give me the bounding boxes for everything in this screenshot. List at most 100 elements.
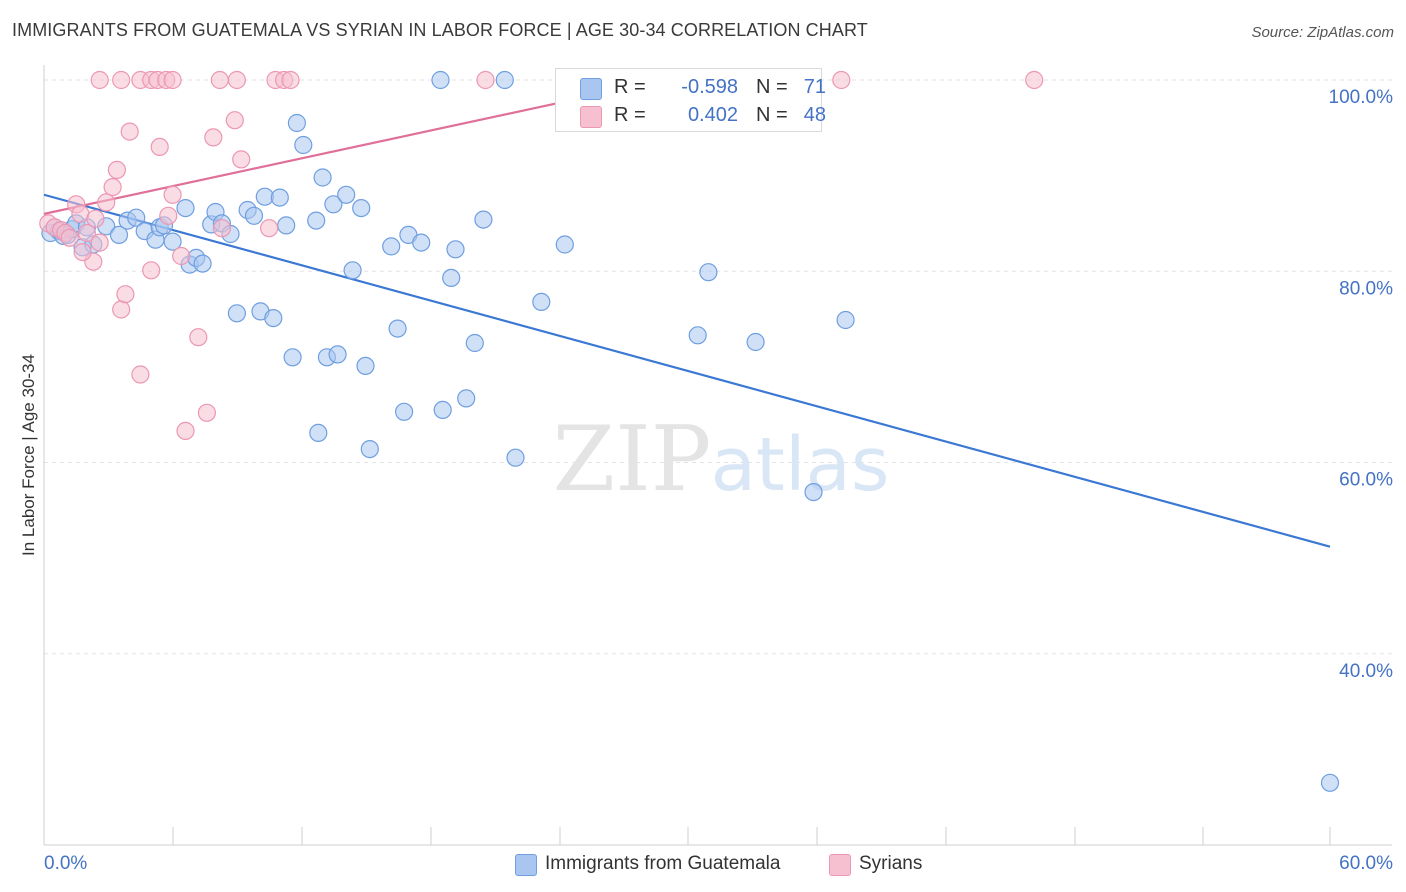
point-guatemala bbox=[313, 168, 332, 187]
point-guatemala bbox=[244, 206, 264, 225]
point-syrians bbox=[281, 70, 300, 90]
point-syrians bbox=[210, 70, 229, 90]
point-syrians bbox=[112, 70, 131, 90]
point-syrians bbox=[116, 285, 135, 304]
legend-n-label: N = bbox=[756, 104, 788, 126]
legend-swatch-guatemala bbox=[580, 78, 602, 100]
point-guatemala bbox=[699, 263, 718, 282]
tick-labels: 40.0% 60.0% 80.0% 100.0% 0.0% 60.0% bbox=[44, 87, 1393, 874]
point-syrians bbox=[1025, 70, 1044, 90]
y-tick-label: 40.0% bbox=[1339, 661, 1393, 682]
point-guatemala bbox=[127, 208, 146, 227]
point-syrians bbox=[107, 160, 127, 179]
point-syrians bbox=[103, 178, 122, 197]
point-guatemala bbox=[307, 211, 326, 230]
point-syrians bbox=[189, 328, 208, 347]
point-guatemala bbox=[465, 333, 484, 353]
point-guatemala bbox=[431, 70, 450, 90]
point-syrians bbox=[227, 70, 246, 90]
y-tick-label: 60.0% bbox=[1339, 470, 1393, 491]
point-syrians bbox=[212, 219, 231, 238]
point-syrians bbox=[197, 403, 216, 422]
point-syrians bbox=[204, 128, 223, 147]
point-syrians bbox=[225, 111, 244, 130]
point-syrians bbox=[176, 421, 195, 440]
bottom-legend-swatch-syrians bbox=[829, 854, 851, 876]
point-guatemala bbox=[193, 254, 212, 273]
point-guatemala bbox=[176, 199, 195, 218]
correlation-legend: R = -0.598 N = 71 R = 0.402 N = 48 bbox=[555, 68, 826, 132]
legend-r-label: R = bbox=[614, 76, 646, 98]
point-syrians bbox=[260, 219, 279, 238]
point-guatemala bbox=[457, 389, 476, 408]
point-syrians bbox=[159, 206, 178, 225]
point-guatemala bbox=[343, 261, 362, 280]
chart-title: IMMIGRANTS FROM GUATEMALA VS SYRIAN IN L… bbox=[12, 20, 868, 40]
point-syrians bbox=[73, 243, 92, 262]
point-guatemala bbox=[1320, 773, 1340, 792]
point-syrians bbox=[60, 228, 79, 247]
point-syrians bbox=[163, 70, 182, 90]
point-guatemala bbox=[836, 310, 855, 330]
point-guatemala bbox=[328, 345, 347, 364]
point-guatemala bbox=[442, 268, 461, 287]
point-guatemala bbox=[227, 304, 246, 323]
point-guatemala bbox=[287, 113, 306, 133]
legend-r-label: R = bbox=[614, 104, 646, 126]
point-syrians bbox=[163, 185, 182, 204]
legend-swatch-syrians bbox=[580, 106, 602, 128]
point-syrians bbox=[142, 261, 161, 280]
point-syrians bbox=[77, 223, 97, 243]
legend-n-value-syrians: 48 bbox=[803, 104, 826, 126]
point-syrians bbox=[90, 233, 109, 252]
watermark: ZIP atlas bbox=[553, 407, 890, 512]
point-guatemala bbox=[337, 185, 356, 204]
point-guatemala bbox=[446, 240, 465, 259]
point-syrians bbox=[120, 122, 139, 141]
point-guatemala bbox=[804, 483, 823, 502]
watermark-zip: ZIP bbox=[553, 407, 712, 512]
point-syrians bbox=[476, 70, 495, 90]
point-syrians bbox=[71, 204, 90, 223]
point-guatemala bbox=[395, 402, 414, 421]
point-guatemala bbox=[270, 188, 289, 207]
point-syrians bbox=[97, 193, 116, 212]
data-points bbox=[39, 70, 1340, 792]
point-syrians bbox=[131, 365, 150, 384]
chart-source: Source: ZipAtlas.com bbox=[1251, 24, 1394, 41]
point-guatemala bbox=[294, 135, 313, 155]
point-guatemala bbox=[388, 319, 407, 338]
point-guatemala bbox=[412, 233, 431, 252]
point-guatemala bbox=[555, 235, 574, 254]
y-axis-label: In Labor Force | Age 30-34 bbox=[19, 354, 38, 556]
point-guatemala bbox=[324, 195, 343, 214]
point-guatemala bbox=[532, 292, 551, 311]
bottom-legend-label-syrians: Syrians bbox=[859, 853, 923, 874]
axes bbox=[43, 65, 1392, 846]
point-guatemala bbox=[433, 400, 452, 419]
point-guatemala bbox=[495, 70, 514, 90]
point-guatemala bbox=[163, 232, 182, 251]
point-syrians bbox=[832, 70, 851, 90]
point-syrians bbox=[172, 246, 191, 266]
y-tick-label: 100.0% bbox=[1329, 87, 1394, 108]
point-guatemala bbox=[352, 199, 371, 218]
legend-n-label: N = bbox=[756, 76, 788, 98]
trend-line-guatemala bbox=[43, 193, 1331, 548]
bottom-legend-label-guatemala: Immigrants from Guatemala bbox=[545, 853, 781, 874]
x-tick-label: 60.0% bbox=[1339, 853, 1393, 874]
legend-r-value-guatemala: -0.598 bbox=[681, 76, 738, 98]
point-guatemala bbox=[283, 348, 302, 367]
point-guatemala bbox=[277, 216, 296, 235]
legend-r-value-syrians: 0.402 bbox=[687, 104, 738, 126]
point-guatemala bbox=[360, 440, 379, 459]
point-guatemala bbox=[309, 423, 328, 442]
point-syrians bbox=[86, 209, 105, 228]
point-guatemala bbox=[109, 225, 129, 244]
point-syrians bbox=[90, 70, 109, 90]
point-guatemala bbox=[474, 210, 493, 229]
point-guatemala bbox=[506, 448, 525, 467]
point-syrians bbox=[150, 137, 169, 156]
point-guatemala bbox=[264, 309, 283, 328]
